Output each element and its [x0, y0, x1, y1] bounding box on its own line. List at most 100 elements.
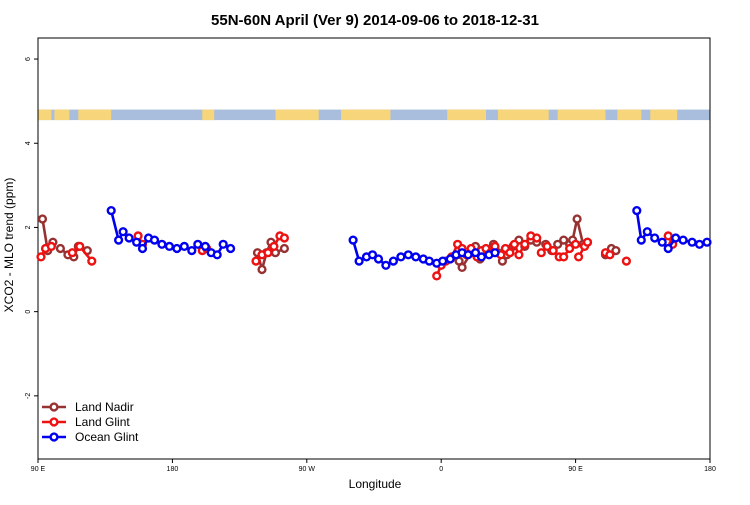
series-1-point-1-0 [67, 248, 77, 258]
band-land-6 [447, 109, 486, 121]
series-2-point-0-12 [187, 246, 197, 256]
series-2-point-1-7 [396, 252, 406, 262]
legend-label-0: Land Nadir [75, 400, 134, 414]
series-1-point-1-1 [75, 241, 85, 252]
series-2-point-0-3 [124, 233, 134, 243]
series-2-point-0-17 [218, 239, 228, 249]
series-1 [36, 231, 678, 281]
legend-label-1: Land Glint [75, 415, 130, 429]
y-tick-label-3: 4 [25, 141, 32, 145]
series-2-point-0-4 [132, 237, 142, 247]
series-2-point-1-18 [470, 248, 481, 258]
y-tick-label-4: 6 [25, 57, 32, 61]
x-tick-label-4: 90 E [568, 466, 583, 473]
chart-title: 55N-60N April (Ver 9) 2014-09-06 to 2018… [211, 12, 539, 29]
series-1-point-9-2 [582, 237, 593, 247]
series-1-point-7-2 [505, 248, 515, 258]
series-1-point-4-5 [279, 233, 290, 243]
series-2-point-2-5 [663, 243, 673, 254]
series-0-point-3-1 [257, 264, 267, 275]
series-2-point-2-8 [687, 237, 697, 247]
series-2-point-1-5 [381, 260, 391, 270]
series-2-point-0-8 [157, 239, 167, 249]
series-1-point-8-2 [548, 246, 558, 256]
band-land-7 [497, 109, 549, 121]
series-2-point-0-9 [164, 241, 175, 252]
legend-label-2: Ocean Glint [75, 430, 139, 444]
series-1-point-7-5 [520, 239, 530, 249]
series-2-point-1-1 [354, 256, 364, 266]
series-2-point-1-8 [403, 250, 413, 260]
series [36, 206, 712, 281]
series-2-point-1-3 [367, 250, 378, 260]
x-tick-label-3: 0 [439, 466, 443, 473]
legend-marker-1 [49, 417, 59, 427]
series-2-point-0-18 [226, 243, 236, 254]
series-0-point-4-1 [457, 262, 467, 273]
series-2-point-2-6 [671, 233, 681, 243]
series-0-point-6-6 [572, 214, 582, 224]
series-2-point-0-14 [200, 241, 210, 252]
series-0-point-3-5 [279, 243, 290, 254]
x-axis-label: Longitude [349, 477, 402, 491]
series-2-point-1-6 [388, 256, 399, 266]
series-1-point-1-2 [87, 256, 97, 266]
x-tick-label-2: 90 W [299, 466, 316, 473]
series-2-point-1-0 [348, 235, 358, 245]
series-2-point-2-10 [702, 237, 712, 247]
series-1-point-9-0 [573, 252, 584, 262]
series-2-point-2-2 [642, 227, 652, 237]
series-2-point-1-13 [438, 256, 448, 266]
series-1-point-8-4 [559, 252, 569, 262]
land-ocean-band [38, 109, 710, 121]
series-2-point-0-10 [172, 243, 182, 254]
series-0-point-6-2 [553, 239, 563, 249]
band-land-5 [341, 109, 391, 121]
series-1-point-4-0 [251, 256, 261, 266]
series-1-point-4-2 [263, 248, 273, 258]
series-2-point-1-4 [373, 254, 384, 264]
series-0-point-2-0 [55, 243, 66, 254]
series-0-point-0-0 [37, 214, 48, 224]
series-2-point-1-9 [411, 252, 421, 262]
series-1-point-0-2 [46, 241, 57, 252]
series-2-point-2-3 [650, 233, 660, 243]
series-1-point-12-0 [663, 231, 673, 241]
series-2-point-2-0 [632, 206, 642, 216]
legend-marker-0 [49, 402, 59, 412]
y-tick-label-0: -2 [25, 393, 32, 399]
series-2-point-0-5 [137, 243, 148, 254]
series-1-point-5-0 [432, 271, 442, 281]
band-land-9 [617, 109, 642, 121]
y-axis-label: XCO2 - MLO trend (ppm) [2, 178, 16, 313]
band-land-2 [78, 109, 112, 121]
series-1-point-7-4 [514, 250, 524, 260]
series-2-point-2-9 [694, 239, 705, 249]
series-2-point-1-17 [463, 250, 473, 260]
series-2-point-0-0 [106, 206, 116, 216]
series-1-point-7-7 [532, 233, 542, 243]
series-0-point-7-2 [611, 246, 621, 256]
series-2-point-0-7 [149, 235, 160, 245]
series-2 [106, 206, 712, 270]
series-1-point-8-5 [564, 243, 575, 254]
plot-frame [37, 37, 711, 460]
series-2-point-1-19 [476, 252, 487, 262]
series-2-point-2-7 [678, 235, 688, 245]
series-2-point-2-1 [636, 235, 646, 245]
series-1-point-8-6 [570, 239, 581, 249]
band-land-0 [38, 109, 52, 121]
series-1-point-0-0 [36, 252, 46, 262]
x-tick-label-1: 180 [167, 466, 179, 473]
series-1-point-11-0 [621, 256, 632, 266]
axes: 90 E 180 90 W 0 90 E 180 -2 0 2 4 6 [25, 57, 716, 473]
series-2-point-1-11 [424, 256, 434, 266]
series-0-point-6-3 [559, 235, 569, 245]
series-2-point-0-1 [113, 235, 124, 245]
series-1-point-10-1 [605, 250, 615, 260]
band-land-4 [275, 109, 319, 121]
series-2-point-2-4 [657, 237, 667, 247]
